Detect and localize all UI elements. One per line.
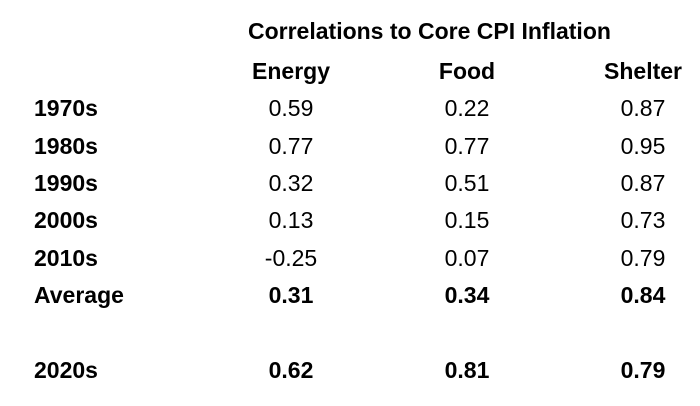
table-cell-value: 0.15 [444,207,490,233]
table-cell-value: 0.51 [444,170,490,196]
table-cell-value: 0.32 [268,170,314,196]
table-cell-value: 0.95 [620,133,666,159]
table-cell-value: 0.59 [268,95,314,121]
row-label: 2000s [34,207,98,233]
row-label: Average [34,282,124,308]
table-cell-value: 0.34 [444,282,490,308]
row-label: 1990s [34,170,98,196]
table-cell-value: 0.31 [268,282,314,308]
table-title: Correlations to Core CPI Inflation [248,18,611,44]
table-cell-value: 0.87 [620,95,666,121]
table-cell-value: 0.73 [620,207,666,233]
table-cell-value: 0.13 [268,207,314,233]
table-cell-value: 0.81 [444,357,490,383]
table-cell-value: 0.79 [620,245,666,271]
row-label: 2010s [34,245,98,271]
table-cell-value: 0.77 [444,133,490,159]
table-cell-value: 0.87 [620,170,666,196]
row-label: 2020s [34,357,98,383]
table-cell-value: 0.77 [268,133,314,159]
table-cell-value: 0.07 [444,245,490,271]
table-cell-value: 0.62 [268,357,314,383]
row-label: 1970s [34,95,98,121]
column-header-shelter: Shelter [604,58,682,84]
column-header-food: Food [438,58,496,84]
column-header-energy: Energy [252,58,330,84]
table-cell-value: -0.25 [264,245,318,271]
row-label: 1980s [34,133,98,159]
table-cell-value: 0.79 [620,357,666,383]
table-cell-value: 0.84 [620,282,666,308]
table-cell-value: 0.22 [444,95,490,121]
